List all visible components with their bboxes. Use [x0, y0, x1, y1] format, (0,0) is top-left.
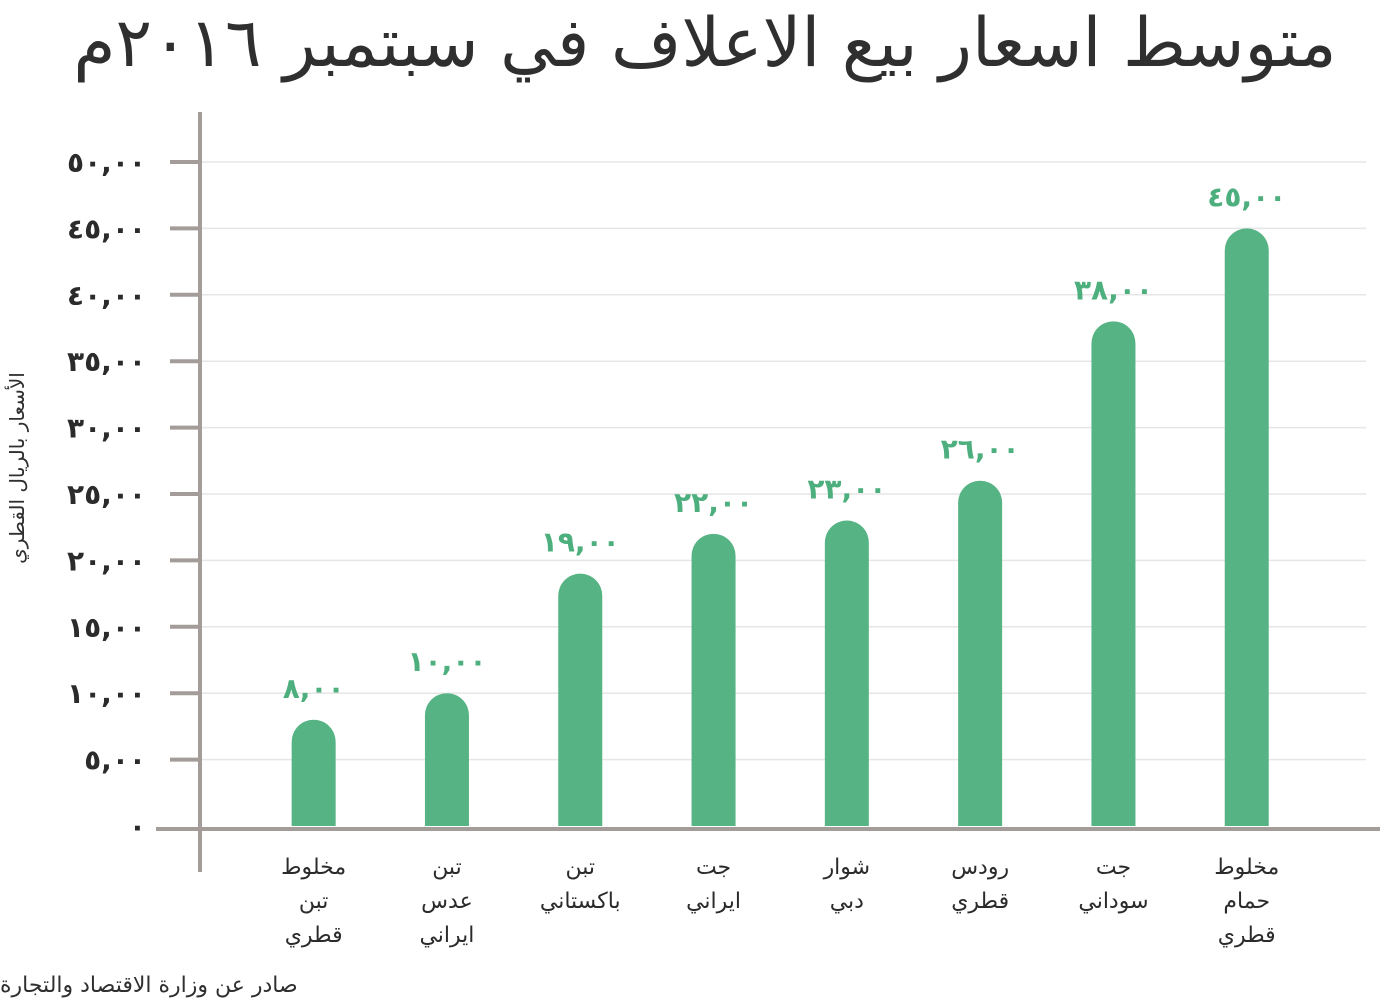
- category-label: شوار: [823, 855, 871, 880]
- category-label: مخلوط: [281, 855, 346, 880]
- category-label: باكستاني: [540, 889, 621, 914]
- value-label: ٢٦,٠٠: [941, 433, 1020, 466]
- chart-title: متوسط اسعار بيع الاعلاف في سبتمبر ٢٠١٦م: [73, 4, 1337, 83]
- y-ticks: ٠ ٥,٠٠ ١٠,٠٠ ١٥,٠٠ ٢٠,٠٠ ٢٥,٠٠ ٣٠,٠٠ ٣٥,٠٠ ٤٠,٠٠…: [67, 146, 200, 843]
- bar: [958, 480, 1003, 826]
- axes: [156, 112, 1380, 872]
- category-label: قطري: [951, 889, 1009, 914]
- value-label: ٨,٠٠: [283, 672, 345, 705]
- y-tick-label: ١٠,٠٠: [67, 677, 146, 710]
- category-label: حمام: [1223, 889, 1270, 914]
- y-axis-title: الأسعار بالريال القطري: [5, 372, 29, 564]
- category-label: جت: [1096, 855, 1131, 880]
- value-labels: ٨,٠٠ ١٠,٠٠ ١٩,٠٠ ٢٢,٠٠ ٢٣,٠٠ ٢٦,٠٠ ٣٨,٠٠ ٤٥,٠٠: [283, 180, 1287, 704]
- value-label: ١٩,٠٠: [541, 526, 620, 559]
- category-label: ايراني: [419, 923, 474, 948]
- y-tick-label: ٤٠,٠٠: [67, 279, 146, 312]
- y-tick-label: ١٥,٠٠: [67, 611, 146, 644]
- category-label: تبن: [565, 855, 595, 880]
- category-label: تبن: [299, 889, 329, 914]
- gridlines: [200, 161, 1366, 761]
- value-label: ٢٢,٠٠: [674, 486, 753, 519]
- y-tick-label: ٢٠,٠٠: [67, 544, 146, 577]
- y-tick-label: ٥٠,٠٠: [67, 146, 146, 179]
- y-tick-label: ٣٠,٠٠: [67, 412, 146, 445]
- value-label: ٢٣,٠٠: [807, 473, 886, 506]
- category-label: مخلوط: [1214, 855, 1279, 880]
- y-tick-label: ٤٥,٠٠: [67, 212, 146, 245]
- value-label: ٣٨,٠٠: [1074, 273, 1153, 306]
- bar: [1224, 228, 1269, 826]
- y-tick-label: ٠: [129, 810, 146, 843]
- bar: [291, 719, 336, 826]
- category-label: دبي: [830, 889, 864, 914]
- bars: [291, 228, 1269, 826]
- category-label: قطري: [1218, 923, 1276, 948]
- category-label: تبن: [432, 855, 462, 880]
- bar: [558, 573, 603, 826]
- bar: [824, 520, 869, 826]
- value-label: ٤٥,٠٠: [1207, 180, 1286, 213]
- y-tick-label: ٥,٠٠: [84, 744, 146, 777]
- category-label: ايراني: [686, 889, 741, 914]
- category-label: جت: [696, 855, 731, 880]
- category-label: عدس: [421, 889, 473, 914]
- category-label: رودس: [951, 855, 1009, 880]
- category-label: سوداني: [1078, 889, 1148, 914]
- y-tick-label: ٢٥,٠٠: [67, 478, 146, 511]
- category-labels: مخلوط تبن قطري تبن عدس ايراني تبن باكستاني جت اير…: [281, 855, 1279, 948]
- bar: [1091, 321, 1136, 826]
- bar: [424, 693, 469, 826]
- value-label: ١٠,٠٠: [407, 645, 486, 678]
- bar: [691, 533, 736, 826]
- source-note: صادر عن وزارة الاقتصاد والتجارة: [0, 973, 298, 998]
- y-tick-label: ٣٥,٠٠: [67, 345, 146, 378]
- category-label: قطري: [285, 923, 343, 948]
